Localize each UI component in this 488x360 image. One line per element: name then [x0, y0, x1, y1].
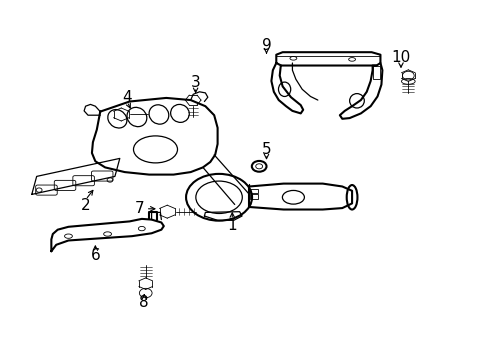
Text: 2: 2	[81, 198, 90, 213]
Text: 9: 9	[261, 37, 271, 53]
Text: 5: 5	[261, 142, 271, 157]
Text: 8: 8	[139, 295, 149, 310]
Text: 7: 7	[134, 201, 144, 216]
Text: 10: 10	[390, 50, 410, 65]
Text: 4: 4	[122, 90, 132, 105]
Text: 6: 6	[90, 248, 100, 263]
Text: 1: 1	[227, 217, 237, 233]
Text: 3: 3	[190, 75, 200, 90]
